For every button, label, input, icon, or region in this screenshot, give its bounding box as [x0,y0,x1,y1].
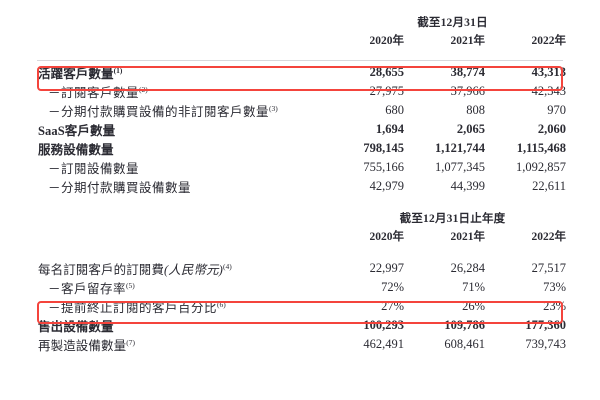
cell-value: 462,491 [363,337,404,351]
table-row: 每名訂閱客戶的訂閱費(人民幣元)(4) 22,997 26,284 27,517 [26,259,574,278]
section1-header-gap [26,50,574,63]
cell-value: 109,786 [444,318,485,332]
table-row: SaaS客戶數量 1,694 2,065 2,060 [26,120,574,139]
footnote-marker: (2) [139,84,148,94]
section2-year-2020: 2020年 [369,231,405,243]
cell-value: 71% [462,280,485,294]
cell-value: 680 [385,103,404,117]
cell-value: 798,145 [363,141,404,155]
metrics-table-as-of-date: 截至12月31日 2020年 2021年 2022年 活躍客戶數量(1) 28,… [26,0,574,196]
section2-year-row: 2020年 2021年 2022年 [26,226,574,246]
footnote-marker: (3) [269,103,278,113]
cell-value: 608,461 [444,337,485,351]
row-label-saas-customers: SaaS客戶數量 [38,124,116,138]
row-label-installment-devices: －分期付款購買設備數量 [48,181,192,195]
row-label-subscription-fee-per-customer: 每名訂閱客戶的訂閱費(人民幣元)(4) [38,261,232,277]
section2-year-blank [26,226,331,246]
section1-year-2020: 2020年 [369,35,405,47]
section2-header-blank [26,209,331,226]
cell-value: 2,065 [456,122,485,136]
footnote-marker: (6) [217,299,226,309]
section2-year-2022: 2022年 [531,231,567,243]
row-label-early-termination-percentage: －提前終止訂閱的客戶百分比(6) [48,299,226,315]
table-row: －分期付款購買設備數量 42,979 44,399 22,611 [26,177,574,196]
cell-value: 26,284 [450,261,485,275]
cell-value: 38,774 [450,65,485,79]
row-label-active-customers: 活躍客戶數量(1) [38,65,123,81]
cell-value: 2,060 [537,122,566,136]
cell-value: 739,743 [525,337,566,351]
section2-year-2021: 2021年 [450,231,486,243]
cell-value: 42,343 [531,84,566,98]
table-row: －提前終止訂閱的客戶百分比(6) 27% 26% 23% [26,297,574,316]
cell-value: 28,655 [369,65,404,79]
cell-value: 177,360 [525,318,566,332]
section2-header-row: 截至12月31日止年度 [26,209,574,226]
section1-header-blank [26,13,331,30]
cell-value: 970 [547,103,566,117]
cell-value: 26% [462,299,485,313]
table-row: －客戶留存率(5) 72% 71% 73% [26,278,574,297]
section1-period-title: 截至12月31日 [417,17,488,29]
table-row: 再製造設備數量(7) 462,491 608,461 739,743 [26,335,574,354]
cell-value: 1,115,468 [516,141,566,155]
section2-header-gap [26,246,574,259]
metrics-table-year-ended: 截至12月31日止年度 2020年 2021年 2022年 每名訂閱客戶的訂閱費… [26,196,574,354]
cell-value: 73% [543,280,566,294]
cell-value: 1,077,345 [435,160,485,174]
table-row: －分期付款購買設備的非訂閱客戶數量(3) 680 808 970 [26,101,574,120]
row-label-customer-retention-rate: －客戶留存率(5) [48,280,135,296]
cell-value: 72% [381,280,404,294]
cell-value: 1,092,857 [516,160,566,174]
cell-value: 23% [543,299,566,313]
cell-value: 27,975 [369,84,404,98]
cell-value: 42,979 [369,179,404,193]
row-label-subscription-devices: －訂閱設備數量 [48,162,140,176]
cell-value: 27% [381,299,404,313]
cell-value: 22,997 [369,261,404,275]
row-label-remanufactured-devices: 再製造設備數量(7) [38,337,135,353]
table-row: －訂閱設備數量 755,166 1,077,345 1,092,857 [26,158,574,177]
footnote-marker: (4) [222,261,232,271]
table-row: 活躍客戶數量(1) 28,655 38,774 43,313 [26,63,574,82]
row-label-subscription-customers: －訂閱客戶數量(2) [48,84,148,100]
table-row: 服務設備數量 798,145 1,121,744 1,115,468 [26,139,574,158]
top-spacer [26,0,574,13]
section1-year-blank [26,30,331,50]
section1-year-2021: 2021年 [450,35,486,47]
row-label-installment-nonsubscription-customers: －分期付款購買設備的非訂閱客戶數量(3) [48,103,278,119]
section1-header-row: 截至12月31日 [26,13,574,30]
cell-value: 755,166 [363,160,404,174]
cell-value: 22,611 [532,179,566,193]
cell-value: 44,399 [450,179,485,193]
table-row: 售出設備數量 100,293 109,786 177,360 [26,316,574,335]
row-label-devices-sold: 售出設備數量 [38,320,114,334]
footnote-marker: (5) [126,280,135,290]
cell-value: 27,517 [531,261,566,275]
section1-header-rule [37,60,563,61]
section1-year-2022: 2022年 [531,35,567,47]
footnote-marker: (1) [113,65,123,75]
cell-value: 100,293 [363,318,404,332]
section1-year-row: 2020年 2021年 2022年 [26,30,574,50]
cell-value: 43,313 [531,65,566,79]
row-label-serviced-devices: 服務設備數量 [38,143,114,157]
row-label-currency-unit: (人民幣元) [164,263,223,277]
table-row: －訂閱客戶數量(2) 27,975 37,966 42,343 [26,82,574,101]
section2-period-title: 截至12月31日止年度 [399,213,506,225]
cell-value: 37,966 [450,84,485,98]
cell-value: 1,121,744 [435,141,485,155]
cell-value: 808 [466,103,485,117]
section2-top-spacer [26,196,574,209]
footnote-marker: (7) [126,337,135,347]
cell-value: 1,694 [375,122,404,136]
